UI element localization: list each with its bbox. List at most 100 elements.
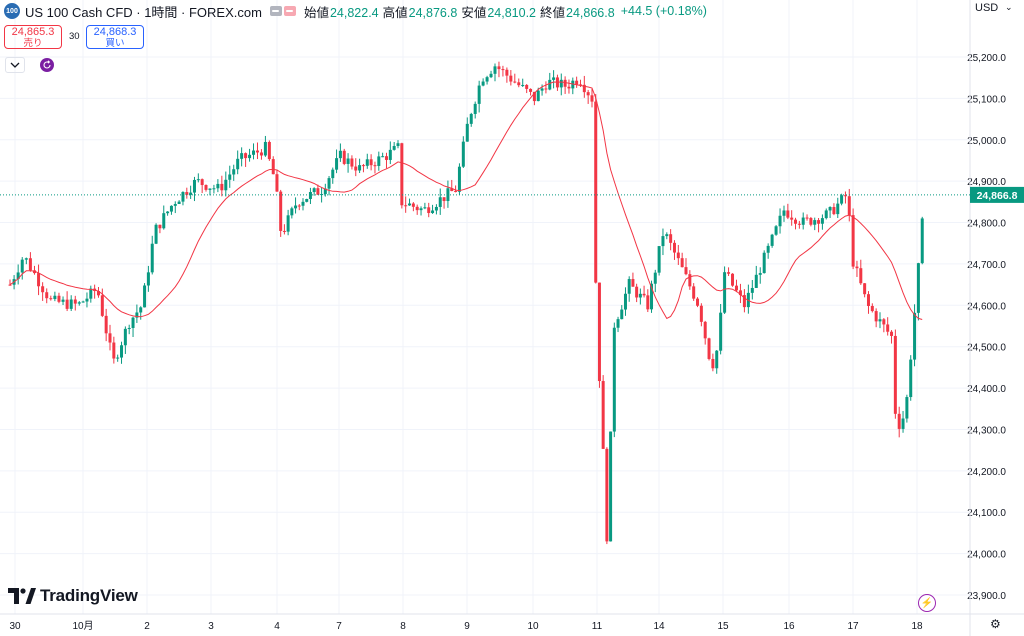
gear-icon[interactable]: ⚙: [990, 617, 1001, 631]
candle-body: [878, 319, 882, 322]
change-value: +44.5 (+0.18%): [620, 4, 707, 18]
candle-body: [404, 205, 408, 207]
candle-body: [358, 165, 362, 171]
collapse-legend-button[interactable]: [5, 57, 25, 73]
candle-body: [505, 69, 509, 76]
candle-body: [365, 159, 369, 166]
candle-body: [244, 153, 248, 159]
candle-body: [271, 159, 275, 175]
buy-button[interactable]: 24,868.3 買い: [86, 25, 144, 49]
candle-body: [669, 234, 673, 243]
x-tick-label: 15: [717, 621, 729, 632]
candle-body: [805, 217, 809, 219]
candle-body: [731, 273, 735, 286]
candle-body: [517, 82, 521, 86]
candle-body: [684, 267, 688, 275]
candle-body: [100, 295, 104, 316]
candle-body: [612, 327, 616, 432]
candle-body: [259, 152, 263, 156]
candle-body: [843, 195, 847, 197]
candle-body: [169, 205, 173, 212]
x-tick-label: 11: [592, 621, 603, 632]
candle-body: [116, 357, 120, 359]
refresh-icon[interactable]: [40, 58, 54, 72]
candle-body: [715, 350, 719, 369]
candle-body: [509, 75, 513, 82]
sell-button[interactable]: 24,865.3 売り: [4, 25, 62, 49]
candle-body: [196, 179, 200, 181]
candle-body: [415, 206, 419, 211]
currency-selector[interactable]: USD: [975, 2, 999, 14]
candle-body: [920, 218, 924, 264]
candle-body: [635, 286, 639, 298]
candle-body: [770, 234, 774, 246]
candle-body: [874, 311, 878, 322]
candle-body: [228, 174, 232, 180]
candle-body: [529, 88, 533, 92]
symbol-title[interactable]: US 100 Cash CFD · 1時間 · FOREX.com: [25, 4, 262, 20]
candle-body: [338, 150, 342, 159]
candle-body: [212, 188, 216, 190]
brand-name: TradingView: [40, 586, 138, 605]
candle-body: [388, 149, 392, 160]
candle-body: [20, 259, 24, 273]
candle-body: [275, 174, 279, 192]
candle-body: [680, 258, 684, 268]
candle-body: [525, 84, 529, 89]
candle-body: [532, 91, 536, 102]
candle-body: [192, 179, 196, 193]
candle-body: [53, 295, 57, 300]
candle-body: [89, 288, 93, 299]
y-tick-label: 24,000.0: [967, 550, 1006, 561]
candle-body: [809, 218, 813, 225]
candle-body: [742, 295, 746, 308]
candle-body: [346, 158, 350, 164]
candle-body: [158, 224, 162, 229]
lightning-icon[interactable]: ⚡: [918, 594, 936, 612]
candle-body: [552, 77, 556, 80]
candle-body: [813, 220, 817, 225]
candle-body: [120, 345, 124, 358]
candle-body: [485, 77, 489, 82]
settings-icon[interactable]: [283, 6, 296, 16]
chevron-down-icon[interactable]: ⌄: [1005, 2, 1013, 12]
candle-body: [916, 263, 920, 313]
x-tick-label: 18: [911, 621, 923, 632]
candle-body: [85, 298, 89, 302]
candle-body: [236, 158, 240, 170]
candle-body: [851, 215, 855, 267]
candle-body: [373, 165, 377, 167]
candle-body: [308, 192, 312, 199]
candle-body: [817, 220, 821, 224]
x-tick-label: 30: [9, 621, 21, 632]
candle-body: [301, 201, 305, 206]
candle-body: [582, 84, 586, 93]
candle-body: [590, 95, 594, 102]
high-value: 高値24,876.8: [382, 5, 458, 20]
candle-body: [571, 80, 575, 89]
candle-body: [431, 210, 435, 214]
candle-body: [493, 66, 497, 74]
x-tick-label: 2: [144, 621, 150, 632]
candle-body: [824, 210, 828, 219]
candle-body: [108, 333, 112, 343]
candle-body: [392, 146, 396, 150]
candle-body: [782, 210, 786, 216]
candle-body: [200, 179, 204, 186]
candle-body: [411, 203, 415, 207]
chevron-down-icon: [10, 62, 20, 68]
legend-toggle-group[interactable]: [269, 6, 296, 16]
candle-body: [738, 290, 742, 296]
candle-body: [544, 88, 548, 90]
candle-body: [177, 201, 181, 205]
candle-body: [536, 90, 540, 102]
symbol-logo-icon: 100: [4, 3, 20, 19]
y-tick-label: 24,400.0: [967, 384, 1006, 395]
candle-body: [294, 205, 298, 209]
candle-body: [774, 226, 778, 235]
x-tick-label: 10月: [72, 620, 93, 632]
candle-body: [454, 191, 458, 193]
tradingview-logo[interactable]: TradingView: [8, 586, 138, 606]
hide-icon[interactable]: [269, 6, 282, 16]
